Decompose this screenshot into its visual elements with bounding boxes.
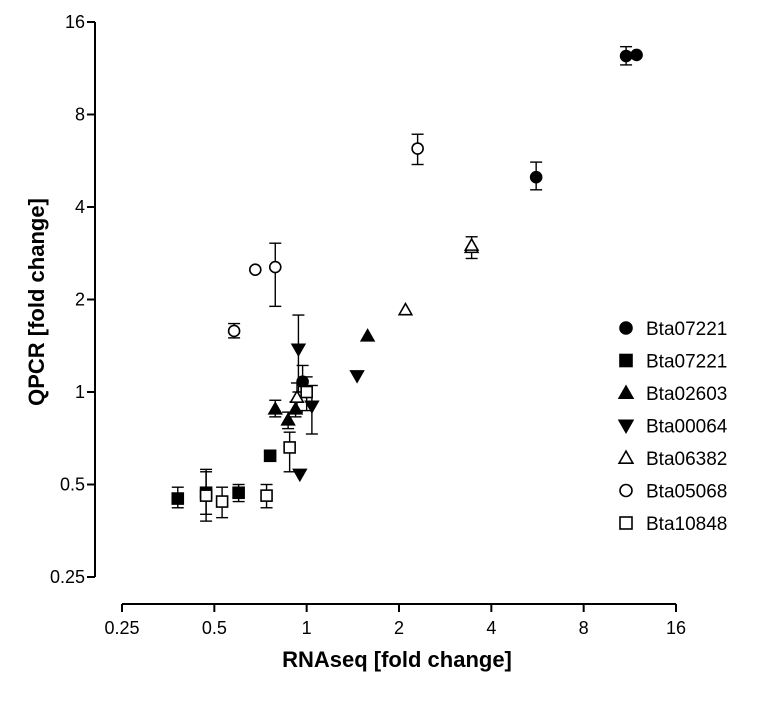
x-tick-label: 16 xyxy=(666,618,686,638)
axes: 0.25 0.5 1 2 4 8 16 0.25 0.5 1 2 4 8 16 xyxy=(50,12,686,638)
data-point xyxy=(304,400,320,414)
data-point xyxy=(248,263,262,277)
data-point xyxy=(267,401,283,415)
y-tick-label: 16 xyxy=(65,12,85,32)
data-point xyxy=(292,468,308,483)
data-point xyxy=(463,237,480,251)
data-point xyxy=(283,441,296,454)
x-tick-label: 2 xyxy=(394,618,404,638)
y-tick-label: 2 xyxy=(75,290,85,310)
data-point xyxy=(619,49,633,63)
legend: Bta07221 Bta07221 Bta02603 Bta00064 Bta06382… xyxy=(617,319,728,535)
y-tick-label: 8 xyxy=(75,105,85,125)
legend-marker xyxy=(617,419,635,435)
legend-item: Bta06382 xyxy=(617,449,727,470)
x-tick-label: 4 xyxy=(486,618,496,638)
x-tick-label: 0.25 xyxy=(104,618,139,638)
series-1 xyxy=(296,45,643,393)
series-7 xyxy=(199,376,313,522)
data-point xyxy=(289,389,305,403)
data-point xyxy=(630,48,643,62)
data-points xyxy=(171,45,643,522)
legend-item: Bta02603 xyxy=(617,384,727,405)
data-point xyxy=(529,170,543,184)
data-point xyxy=(287,401,304,415)
legend-marker xyxy=(619,516,633,530)
series-5 xyxy=(289,236,480,413)
legend-label: Bta07221 xyxy=(646,352,727,373)
legend-marker xyxy=(619,353,633,368)
y-tick-label: 1 xyxy=(75,382,85,402)
data-point xyxy=(268,260,282,274)
series-6 xyxy=(227,133,424,339)
legend-item: Bta07221 xyxy=(619,319,727,340)
legend-label: Bta05068 xyxy=(646,482,727,503)
y-tick-label: 0.5 xyxy=(60,475,85,495)
x-tick-label: 8 xyxy=(579,618,589,638)
legend-item: Bta10848 xyxy=(619,514,727,535)
data-point xyxy=(280,412,296,426)
data-point xyxy=(199,489,213,502)
data-point xyxy=(411,142,424,155)
data-point xyxy=(349,370,365,384)
legend-marker xyxy=(619,321,633,335)
data-point xyxy=(300,385,313,399)
x-tick-label: 1 xyxy=(302,618,312,638)
series-4 xyxy=(290,314,365,483)
data-point xyxy=(260,489,273,502)
data-point xyxy=(215,495,229,508)
legend-marker xyxy=(617,449,635,464)
data-point xyxy=(227,324,241,338)
x-axis-title: RNAseq [fold change] xyxy=(282,647,512,672)
y-tick-label: 0.25 xyxy=(50,567,85,587)
legend-label: Bta02603 xyxy=(646,384,727,405)
legend-label: Bta06382 xyxy=(646,449,727,470)
data-point xyxy=(232,486,245,500)
legend-label: Bta00064 xyxy=(646,417,728,438)
data-point xyxy=(397,301,414,316)
legend-item: Bta05068 xyxy=(619,482,727,503)
legend-label: Bta10848 xyxy=(646,514,727,535)
legend-item: Bta00064 xyxy=(617,417,728,438)
legend-marker xyxy=(619,483,633,498)
y-tick-label: 4 xyxy=(75,197,85,217)
data-point xyxy=(171,492,185,505)
data-point xyxy=(359,328,376,342)
legend-label: Bta07221 xyxy=(646,319,727,340)
y-axis-title: QPCR [fold change] xyxy=(24,198,49,406)
x-tick-label: 0.5 xyxy=(202,618,227,638)
data-point xyxy=(263,449,277,463)
legend-item: Bta07221 xyxy=(619,352,727,373)
data-point xyxy=(290,343,307,357)
legend-marker xyxy=(617,384,635,399)
